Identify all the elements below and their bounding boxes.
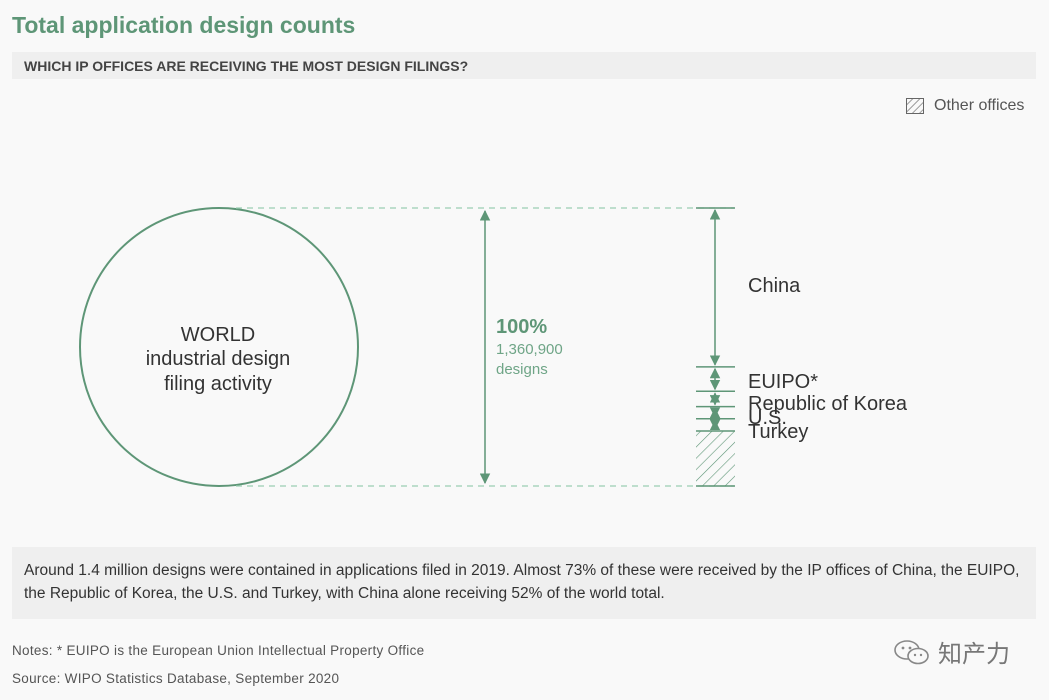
source-text: Source: WIPO Statistics Database, Septem…	[12, 671, 340, 686]
circle-label-line-1: WORLD	[181, 324, 255, 346]
description-text: Around 1.4 million designs were containe…	[24, 562, 1020, 602]
legend: Other offices	[906, 97, 1024, 115]
total-unit: designs	[496, 361, 548, 378]
description-box: Around 1.4 million designs were containe…	[12, 547, 1036, 619]
legend-label: Other offices	[934, 97, 1025, 114]
total-percent: 100%	[496, 316, 547, 338]
watermark: 知产力	[892, 634, 1010, 669]
segment-label-u-s: U.S.	[748, 407, 787, 429]
segment-label-republic-of-korea: Republic of Korea	[748, 393, 908, 415]
segment-label-turkey: Turkey	[748, 421, 808, 443]
chart-subtitle: WHICH IP OFFICES ARE RECEIVING THE MOST …	[24, 58, 469, 74]
segment-label-china: China	[748, 275, 801, 297]
watermark-text: 知产力	[938, 641, 1010, 668]
notes-text: Notes: * EUIPO is the European Union Int…	[12, 643, 425, 658]
circle-label-line-3: filing activity	[164, 373, 272, 395]
chart-title: Total application design counts	[12, 12, 356, 38]
subtitle-bar: WHICH IP OFFICES ARE RECEIVING THE MOST …	[12, 52, 1036, 79]
segment-label-euipo: EUIPO*	[748, 371, 818, 393]
segment-other-offices	[696, 431, 735, 486]
total-value: 1,360,900	[496, 341, 563, 358]
chart: WORLD industrial design filing activity …	[79, 207, 908, 487]
hatch-swatch-icon	[906, 98, 924, 114]
wechat-icon	[894, 639, 929, 664]
circle-label-line-2: industrial design	[146, 348, 291, 370]
world-circle	[79, 207, 359, 487]
